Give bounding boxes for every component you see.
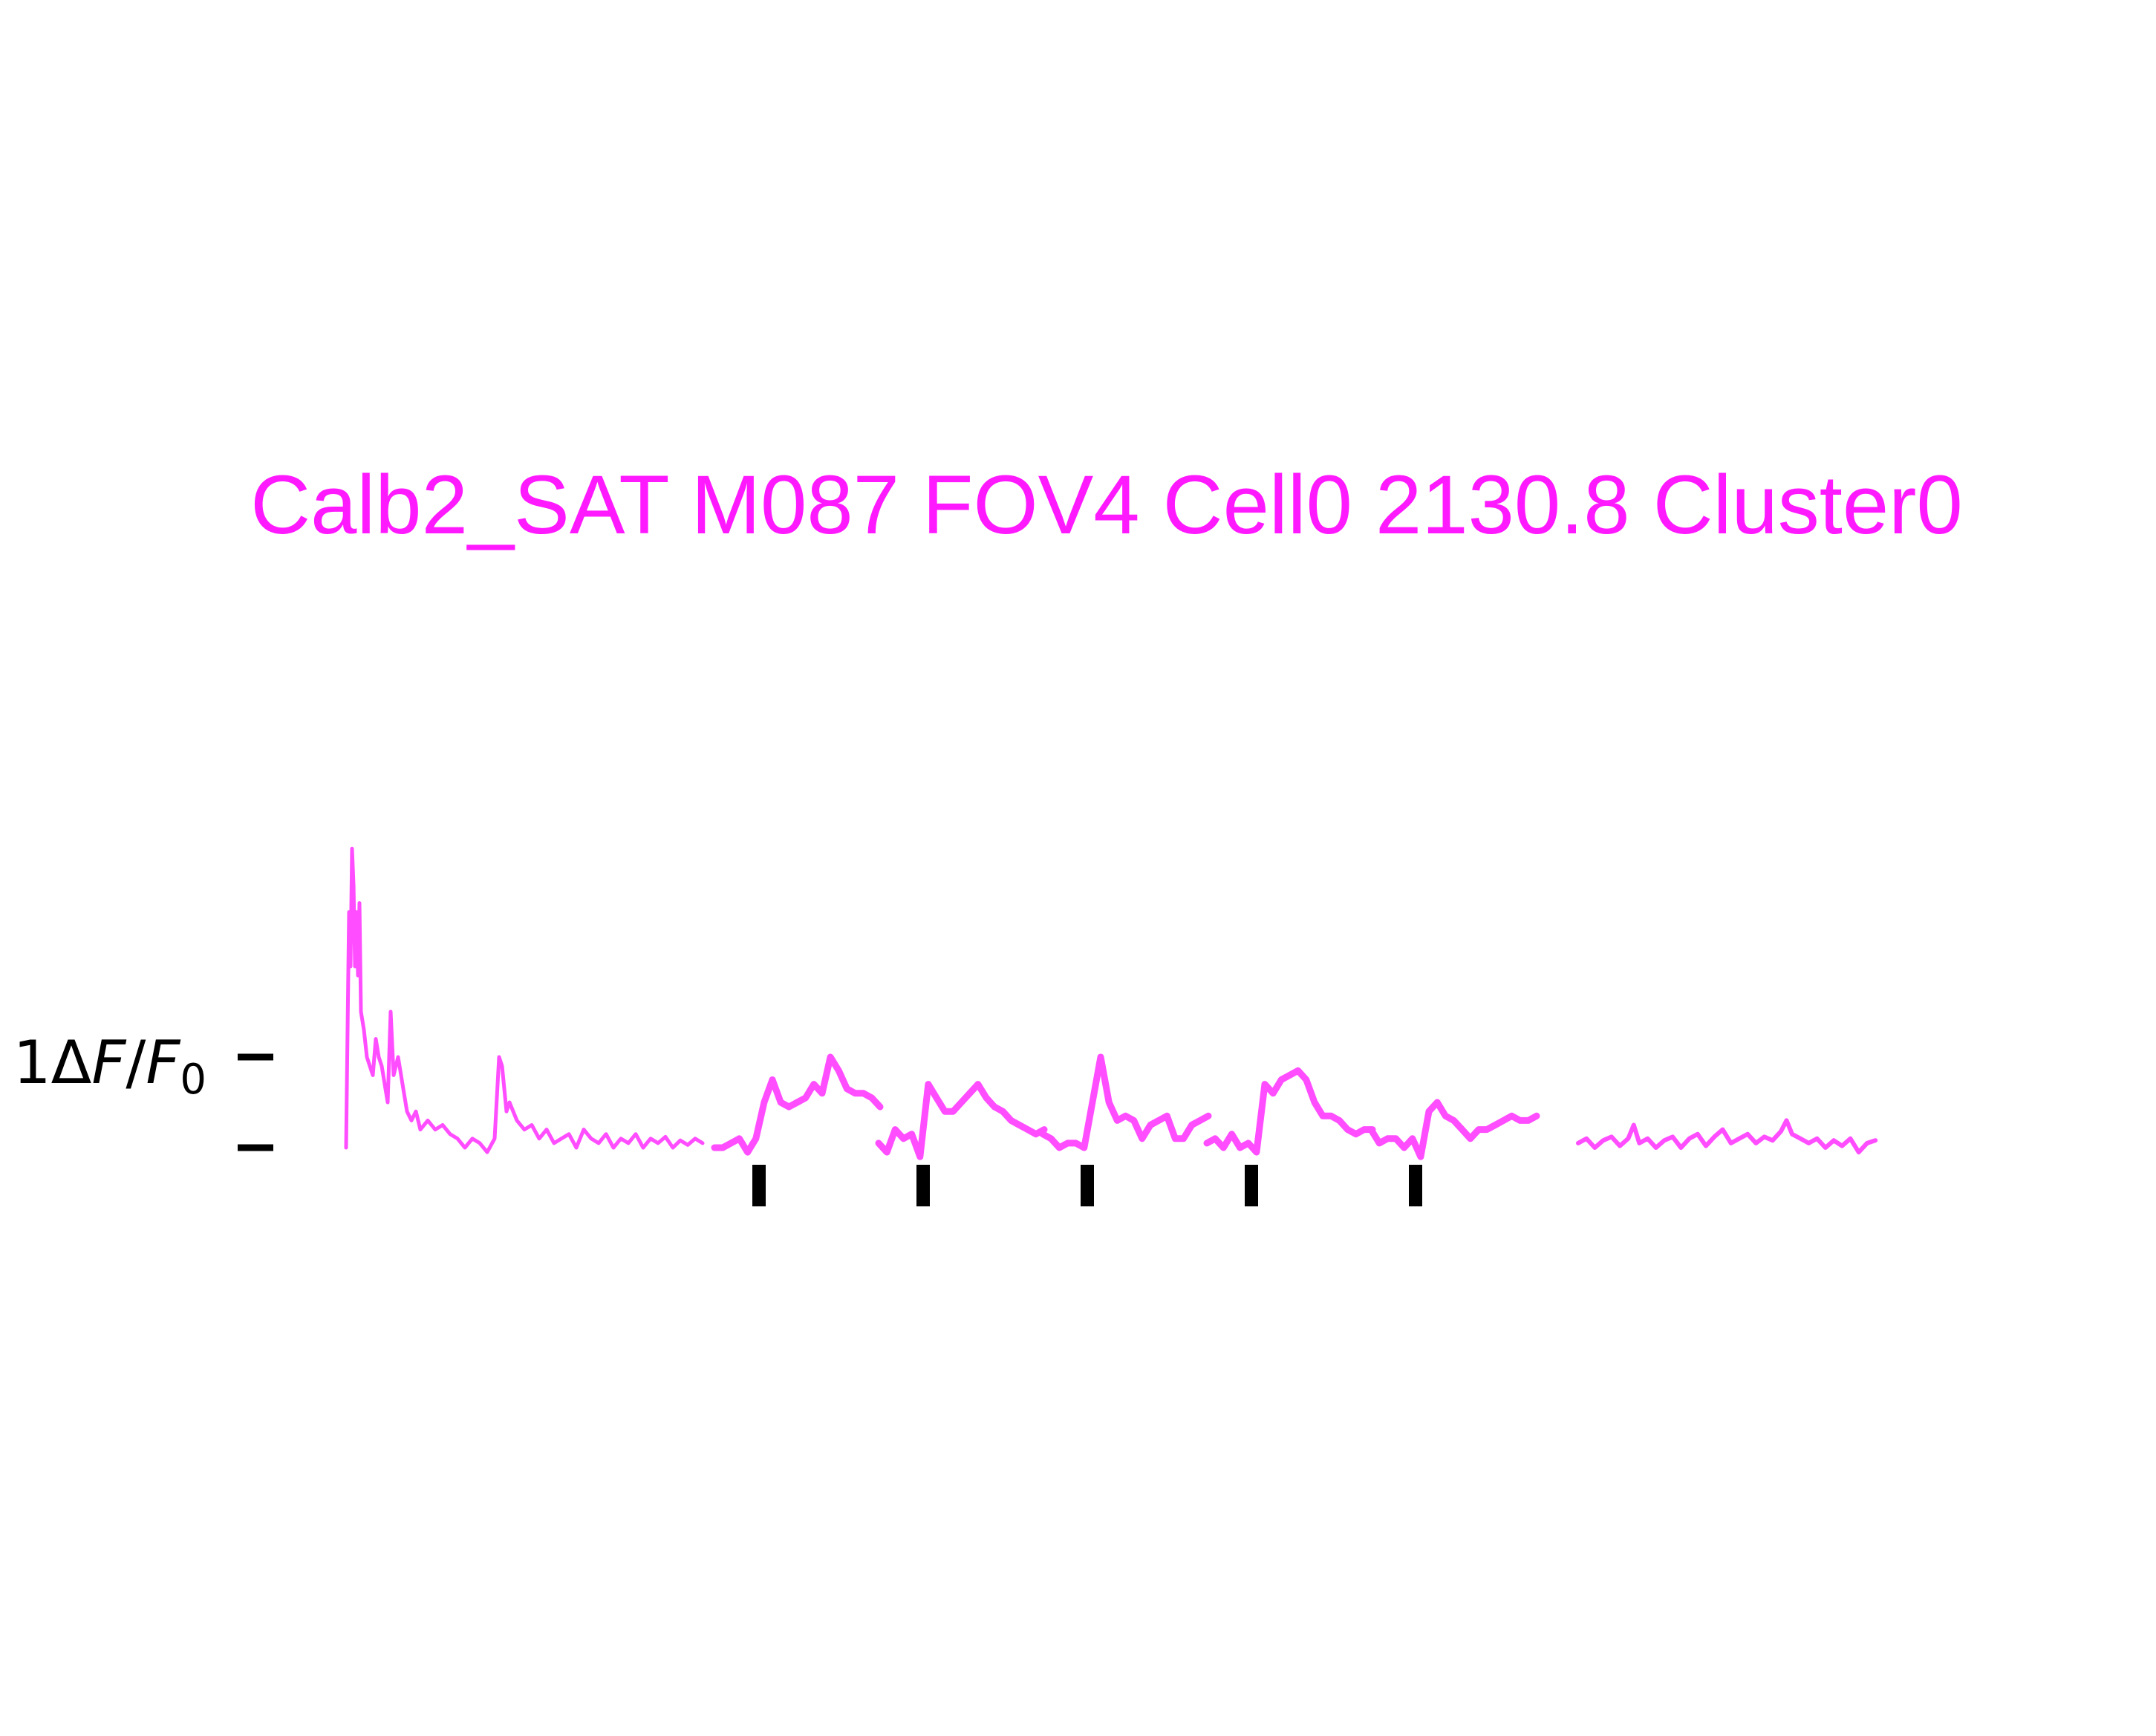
scale-bar — [238, 1053, 273, 1151]
chart-title: Calb2_SAT M087 FOV4 Cell0 2130.8 Cluster… — [250, 458, 1963, 551]
y-label-numerator: F — [91, 1028, 126, 1097]
stimulus-mark-2 — [916, 1165, 930, 1206]
y-label-subscript: 0 — [180, 1056, 206, 1104]
y-axis-label: 1ΔF/F0 — [13, 1028, 206, 1104]
y-label-slash: / — [126, 1028, 146, 1097]
stimulus-marks — [752, 1165, 1422, 1206]
y-label-denominator: F — [146, 1028, 180, 1097]
trace-baseline-post — [1576, 1118, 1878, 1155]
trace-baseline-pre — [344, 846, 705, 1154]
svg-text:1ΔF/F0: 1ΔF/F0 — [13, 1028, 206, 1104]
y-label-prefix: 1 — [13, 1028, 51, 1097]
y-label-delta: Δ — [51, 1028, 92, 1097]
trace-trial-2 — [875, 1081, 1048, 1160]
trace-trial-5 — [1367, 1099, 1540, 1160]
trace-group — [344, 846, 1878, 1160]
trace-trial-4 — [1203, 1067, 1376, 1156]
stimulus-mark-1 — [752, 1165, 766, 1206]
stimulus-mark-5 — [1409, 1165, 1422, 1206]
stimulus-mark-4 — [1245, 1165, 1258, 1206]
trace-trial-3 — [1039, 1053, 1212, 1151]
trace-trial-1 — [711, 1053, 884, 1156]
stimulus-mark-3 — [1081, 1165, 1094, 1206]
